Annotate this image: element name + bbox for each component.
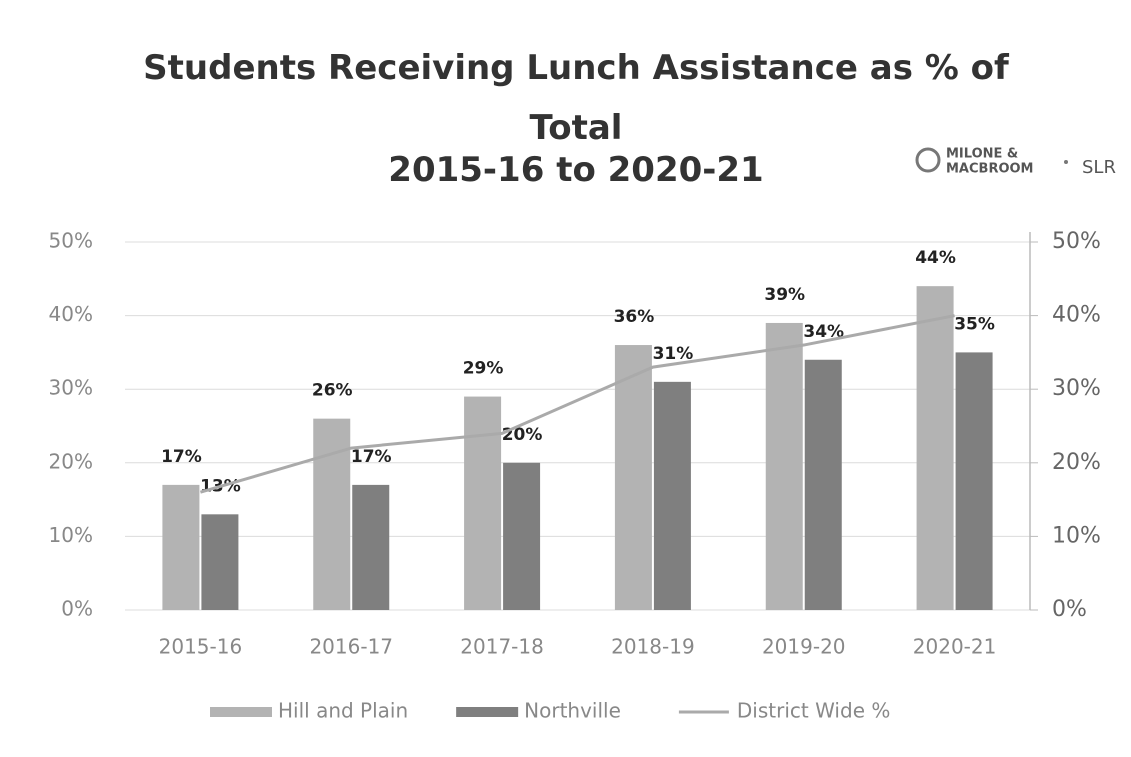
y2-tick-label: 10% (1052, 523, 1101, 548)
logo: MILONE & MACBROOM SLR (915, 147, 1116, 178)
x-tick-label: 2020-21 (913, 635, 997, 659)
value-label: 36% (614, 307, 655, 327)
bar (313, 418, 351, 610)
legend-swatch (456, 707, 519, 717)
value-label: 34% (803, 322, 844, 342)
chart-title: Students Receiving Lunch Assistance as %… (143, 48, 1009, 148)
y2-tick-label: 20% (1052, 450, 1101, 475)
logo-text: SLR (1082, 157, 1116, 178)
value-label: 35% (954, 314, 995, 334)
value-label: 20% (502, 425, 543, 445)
bar (201, 514, 239, 610)
bar (653, 381, 691, 610)
chart-subtitle: 2015-16 to 2020-21 (388, 150, 764, 190)
x-tick-label: 2015-16 (159, 635, 243, 659)
x-tick-label: 2018-19 (611, 635, 695, 659)
value-label: 39% (764, 285, 805, 305)
logo-dot (1064, 160, 1068, 164)
value-label: 29% (463, 359, 504, 379)
x-tick-label: 2019-20 (762, 635, 846, 659)
y2-tick-label: 50% (1052, 229, 1101, 254)
y-tick-label: 30% (49, 376, 93, 400)
x-tick-label: 2016-17 (309, 635, 393, 659)
y2-tick-label: 30% (1052, 376, 1101, 401)
logo-icon (915, 147, 941, 173)
y-tick-label: 50% (49, 229, 93, 253)
value-label: 31% (653, 344, 694, 364)
y2-tick-label: 0% (1052, 597, 1087, 622)
bar (765, 322, 803, 610)
legend-label: Hill and Plain (278, 699, 408, 723)
bar (614, 345, 652, 610)
legend-label: Northville (524, 699, 621, 723)
y-tick-label: 20% (49, 449, 93, 473)
value-label: 26% (312, 381, 353, 401)
bar (804, 359, 842, 610)
logo-text: MACBROOM (946, 162, 1034, 177)
y2-tick-label: 40% (1052, 303, 1101, 328)
y-tick-label: 40% (49, 302, 93, 326)
y-tick-label: 0% (61, 597, 93, 621)
value-label: 17% (351, 447, 392, 467)
bar (352, 484, 390, 610)
logo-text: MILONE & (946, 147, 1018, 162)
value-label: 44% (915, 248, 956, 268)
value-label: 17% (161, 447, 202, 467)
legend-label: District Wide % (737, 699, 890, 723)
line (199, 314, 955, 494)
bar (503, 462, 541, 610)
bar (464, 396, 502, 610)
bar (916, 286, 954, 610)
legend-swatch (210, 707, 272, 717)
y-tick-label: 10% (49, 523, 93, 547)
bar (955, 352, 993, 610)
x-tick-label: 2017-18 (460, 635, 544, 659)
bar (162, 484, 200, 610)
